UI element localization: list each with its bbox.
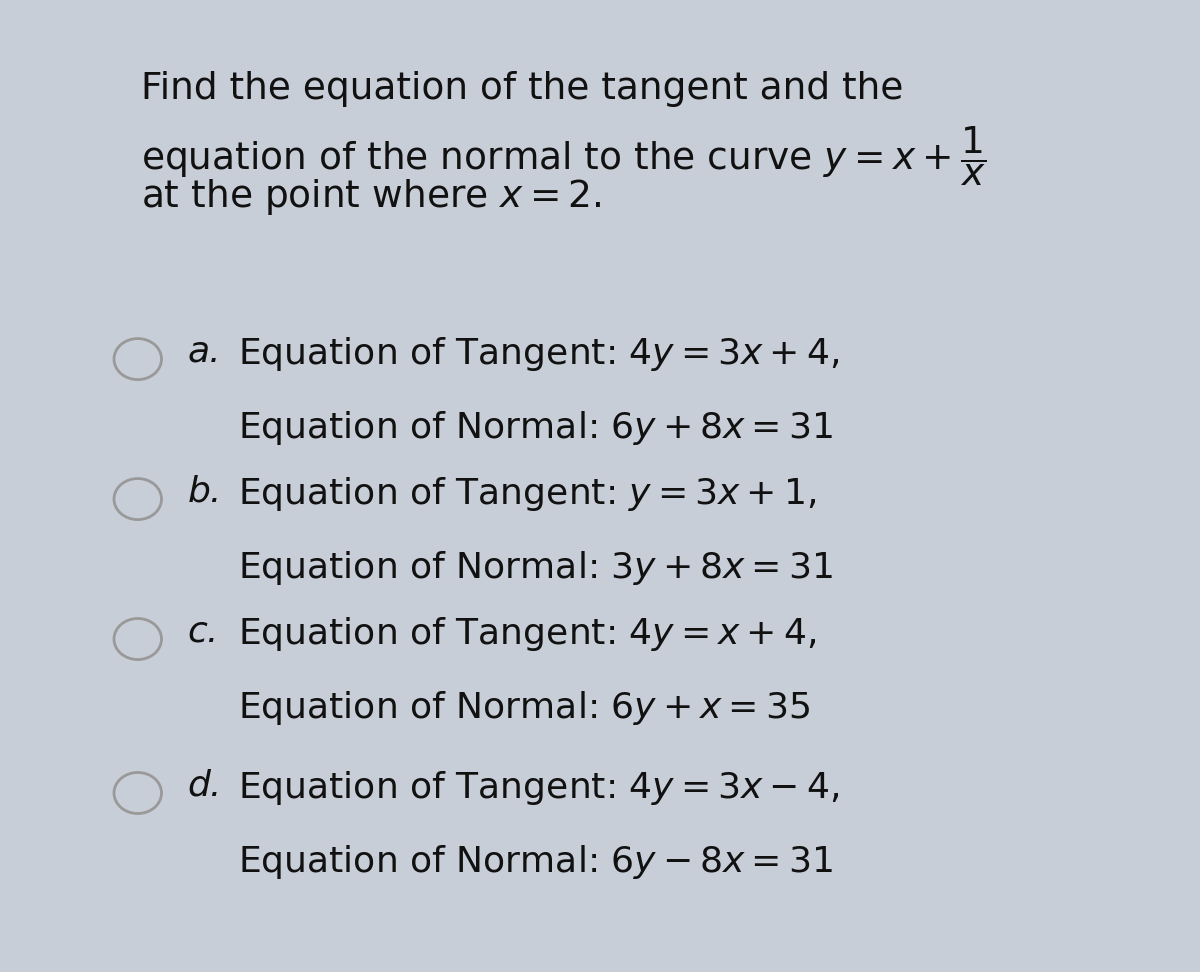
Text: equation of the normal to the curve $y = x + \dfrac{1}{x}$: equation of the normal to the curve $y =… [142,124,986,188]
Text: d.: d. [187,769,222,803]
Text: Equation of Normal: $6y + 8x = 31$: Equation of Normal: $6y + 8x = 31$ [239,409,833,447]
Text: Equation of Normal: $3y + 8x = 31$: Equation of Normal: $3y + 8x = 31$ [239,549,833,587]
Text: Equation of Tangent: $4y = 3x - 4,$: Equation of Tangent: $4y = 3x - 4,$ [239,769,839,807]
Text: Equation of Normal: $6y - 8x = 31$: Equation of Normal: $6y - 8x = 31$ [239,844,833,882]
Text: a.: a. [187,334,221,368]
Text: Equation of Normal: $6y + x = 35$: Equation of Normal: $6y + x = 35$ [239,689,810,727]
Text: b.: b. [187,474,222,508]
Text: Equation of Tangent: $4y = x + 4,$: Equation of Tangent: $4y = x + 4,$ [239,614,816,653]
Text: Equation of Tangent: $4y = 3x + 4,$: Equation of Tangent: $4y = 3x + 4,$ [239,334,839,373]
Text: Find the equation of the tangent and the: Find the equation of the tangent and the [142,71,904,107]
Text: at the point where $x = 2.$: at the point where $x = 2.$ [142,177,601,217]
Text: Equation of Tangent: $y = 3x + 1,$: Equation of Tangent: $y = 3x + 1,$ [239,474,816,513]
Text: c.: c. [187,614,218,648]
